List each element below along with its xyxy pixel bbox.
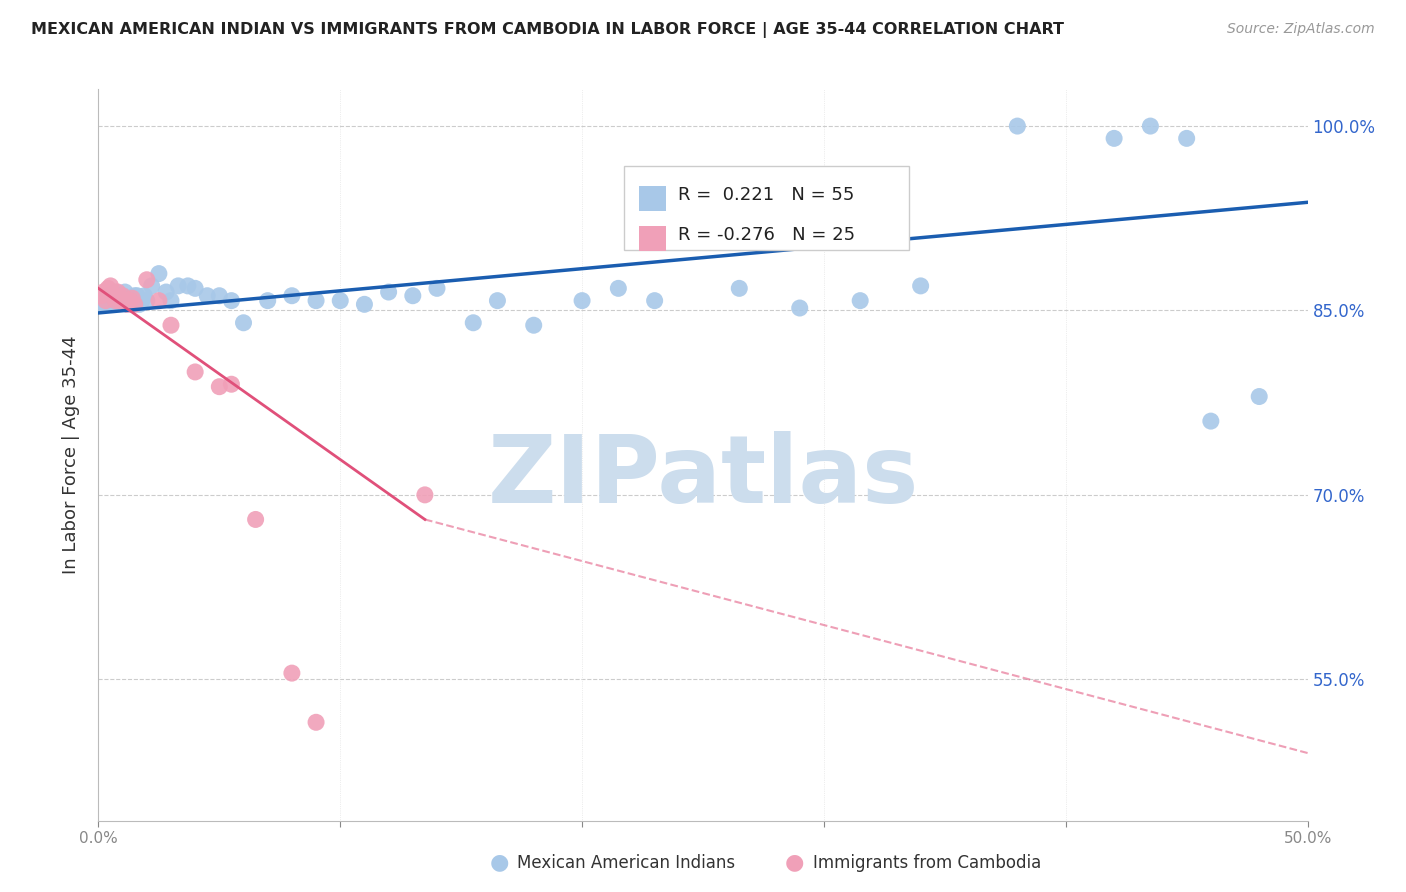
- Point: [329, 293, 352, 308]
- Point: [281, 666, 304, 681]
- Point: [90, 297, 112, 311]
- Point: [135, 273, 157, 287]
- Point: [644, 293, 666, 308]
- Point: [160, 318, 183, 333]
- Point: [114, 293, 136, 308]
- Point: [232, 316, 254, 330]
- Point: [184, 365, 207, 379]
- Point: [100, 293, 122, 308]
- Point: [91, 285, 114, 299]
- Point: [100, 279, 122, 293]
- Point: [1102, 131, 1125, 145]
- Point: [107, 289, 129, 303]
- Bar: [638, 186, 665, 211]
- Point: [124, 289, 146, 303]
- Point: [114, 285, 136, 299]
- Point: [104, 285, 127, 299]
- Point: [245, 512, 267, 526]
- Point: [607, 281, 630, 295]
- Text: MEXICAN AMERICAN INDIAN VS IMMIGRANTS FROM CAMBODIA IN LABOR FORCE | AGE 35-44 C: MEXICAN AMERICAN INDIAN VS IMMIGRANTS FR…: [31, 22, 1064, 38]
- Point: [1199, 414, 1222, 428]
- Text: Mexican American Indians: Mexican American Indians: [517, 855, 735, 872]
- Point: [1249, 390, 1271, 404]
- Point: [256, 293, 278, 308]
- Point: [94, 297, 117, 311]
- Point: [208, 380, 231, 394]
- Point: [160, 293, 183, 308]
- Point: [148, 293, 170, 308]
- Point: [463, 316, 485, 330]
- Point: [910, 279, 932, 293]
- Point: [1175, 131, 1198, 145]
- Point: [148, 267, 170, 281]
- Point: [155, 285, 177, 299]
- Point: [107, 285, 129, 299]
- Point: [571, 293, 593, 308]
- Point: [426, 281, 449, 295]
- Point: [728, 281, 751, 295]
- Point: [94, 293, 117, 308]
- Text: ●: ●: [785, 853, 804, 872]
- Point: [789, 301, 811, 315]
- Y-axis label: In Labor Force | Age 35-44: In Labor Force | Age 35-44: [62, 335, 80, 574]
- Point: [111, 289, 134, 303]
- Point: [281, 289, 304, 303]
- Point: [353, 297, 375, 311]
- Point: [486, 293, 509, 308]
- Text: R = -0.276   N = 25: R = -0.276 N = 25: [678, 227, 855, 244]
- Point: [104, 293, 127, 308]
- Point: [402, 289, 425, 303]
- Point: [111, 289, 134, 303]
- Point: [124, 297, 146, 311]
- Point: [1139, 119, 1161, 133]
- Text: ●: ●: [489, 853, 509, 872]
- Point: [121, 291, 143, 305]
- Point: [221, 293, 243, 308]
- Point: [523, 318, 546, 333]
- Point: [131, 293, 153, 308]
- Point: [377, 285, 399, 299]
- Point: [305, 715, 328, 730]
- Text: Source: ZipAtlas.com: Source: ZipAtlas.com: [1227, 22, 1375, 37]
- Point: [108, 291, 131, 305]
- Point: [221, 377, 243, 392]
- Point: [101, 297, 124, 311]
- Text: ZIPatlas: ZIPatlas: [488, 431, 918, 523]
- Point: [117, 297, 139, 311]
- Point: [184, 281, 207, 295]
- Bar: [638, 226, 665, 251]
- Point: [1007, 119, 1029, 133]
- Point: [134, 289, 156, 303]
- Point: [108, 293, 131, 308]
- Point: [208, 289, 231, 303]
- Point: [121, 297, 143, 311]
- Point: [90, 289, 112, 303]
- Point: [849, 293, 872, 308]
- Point: [117, 297, 139, 311]
- Point: [195, 289, 218, 303]
- Point: [141, 279, 163, 293]
- Point: [97, 289, 120, 303]
- Point: [128, 297, 150, 311]
- Point: [118, 293, 141, 308]
- Point: [118, 293, 141, 308]
- Point: [167, 279, 190, 293]
- Point: [135, 293, 157, 308]
- Text: R =  0.221   N = 55: R = 0.221 N = 55: [678, 186, 853, 204]
- Point: [91, 291, 114, 305]
- Point: [101, 289, 124, 303]
- Point: [413, 488, 436, 502]
- Point: [177, 279, 200, 293]
- Point: [305, 293, 328, 308]
- FancyBboxPatch shape: [624, 166, 908, 250]
- Point: [127, 289, 149, 303]
- Point: [97, 281, 120, 295]
- Text: Immigrants from Cambodia: Immigrants from Cambodia: [813, 855, 1040, 872]
